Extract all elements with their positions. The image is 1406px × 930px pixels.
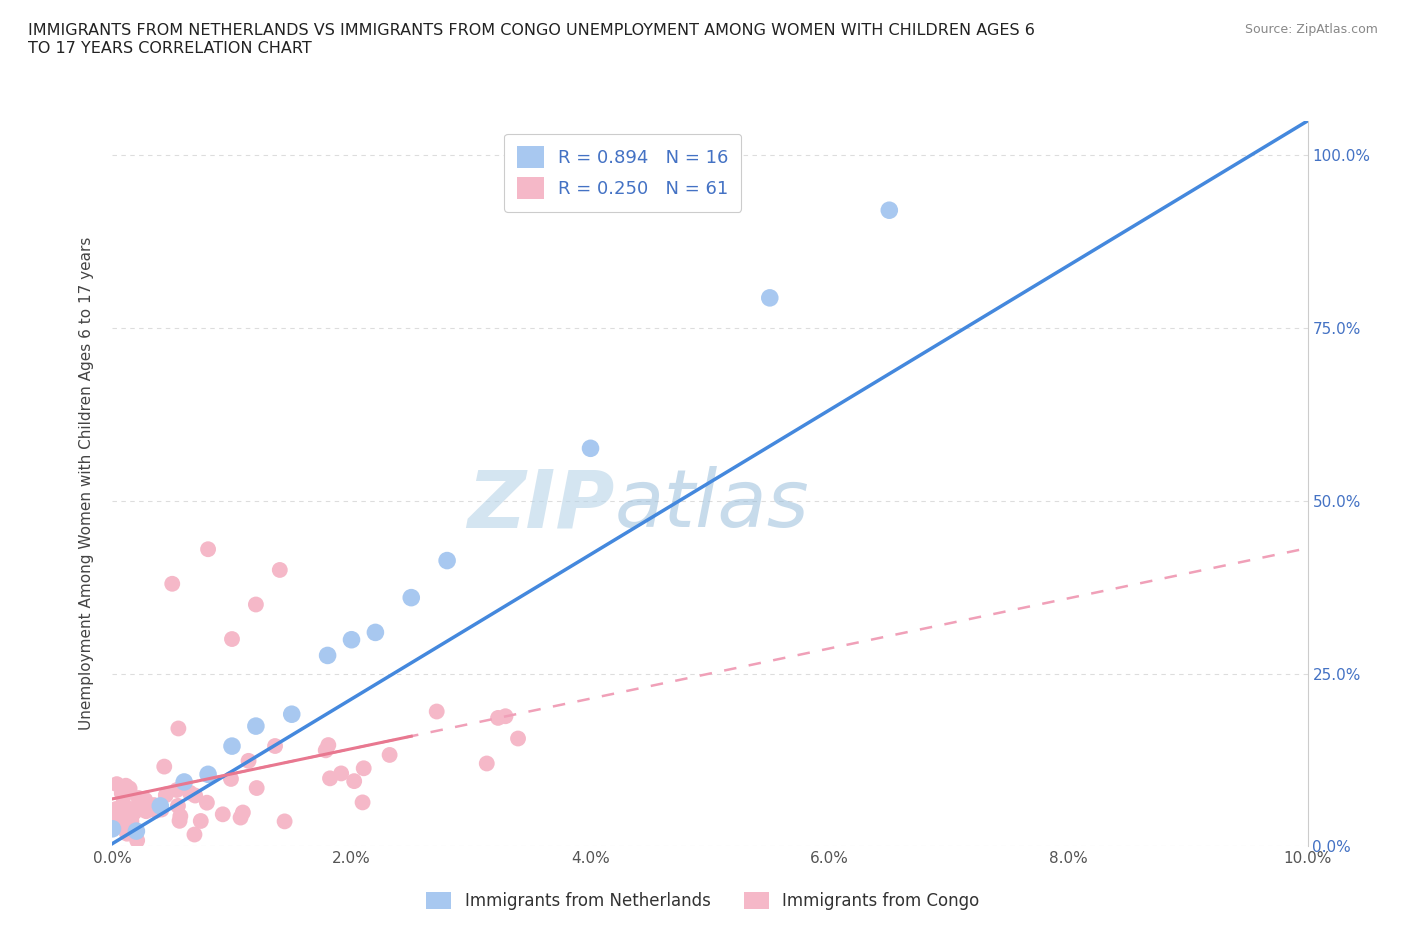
- Point: [245, 597, 267, 612]
- Text: IMMIGRANTS FROM NETHERLANDS VS IMMIGRANTS FROM CONGO UNEMPLOYMENT AMONG WOMEN WI: IMMIGRANTS FROM NETHERLANDS VS IMMIGRANT…: [28, 23, 1035, 56]
- Point: [353, 761, 375, 776]
- Point: [173, 775, 195, 790]
- Point: [142, 799, 165, 814]
- Point: [117, 785, 139, 800]
- Point: [149, 799, 172, 814]
- Point: [179, 785, 201, 800]
- Point: [343, 774, 366, 789]
- Point: [169, 814, 191, 829]
- Point: [506, 731, 529, 746]
- Point: [229, 810, 252, 825]
- Point: [162, 577, 183, 591]
- Point: [118, 781, 141, 796]
- Point: [128, 801, 150, 816]
- Point: [364, 625, 387, 640]
- Point: [135, 804, 157, 818]
- Point: [114, 816, 136, 830]
- Point: [155, 788, 177, 803]
- Point: [879, 203, 901, 218]
- Point: [115, 778, 138, 793]
- Point: [114, 804, 136, 819]
- Legend: Immigrants from Netherlands, Immigrants from Congo: Immigrants from Netherlands, Immigrants …: [420, 885, 986, 917]
- Point: [138, 802, 160, 817]
- Point: [195, 795, 218, 810]
- Point: [318, 737, 340, 752]
- Point: [221, 738, 243, 753]
- Point: [426, 704, 449, 719]
- Point: [143, 798, 166, 813]
- Point: [105, 817, 128, 832]
- Point: [273, 814, 295, 829]
- Point: [245, 719, 267, 734]
- Point: [221, 631, 243, 646]
- Point: [103, 808, 125, 823]
- Point: [145, 804, 167, 818]
- Point: [232, 805, 254, 820]
- Point: [153, 759, 176, 774]
- Point: [197, 542, 219, 557]
- Point: [238, 753, 260, 768]
- Point: [211, 807, 233, 822]
- Point: [315, 743, 337, 758]
- Text: Source: ZipAtlas.com: Source: ZipAtlas.com: [1244, 23, 1378, 36]
- Point: [166, 782, 188, 797]
- Point: [316, 648, 339, 663]
- Point: [122, 805, 145, 820]
- Point: [169, 809, 191, 824]
- Point: [319, 771, 342, 786]
- Point: [264, 738, 287, 753]
- Point: [150, 802, 173, 817]
- Point: [125, 824, 148, 839]
- Point: [105, 777, 128, 791]
- Point: [197, 767, 219, 782]
- Point: [115, 826, 138, 841]
- Point: [134, 792, 156, 807]
- Point: [281, 707, 304, 722]
- Point: [128, 790, 150, 805]
- Point: [579, 441, 602, 456]
- Point: [378, 748, 401, 763]
- Point: [340, 632, 363, 647]
- Y-axis label: Unemployment Among Women with Children Ages 6 to 17 years: Unemployment Among Women with Children A…: [79, 237, 94, 730]
- Point: [127, 799, 149, 814]
- Point: [127, 833, 149, 848]
- Point: [219, 772, 242, 787]
- Point: [436, 553, 458, 568]
- Text: atlas: atlas: [614, 466, 810, 544]
- Point: [101, 821, 124, 836]
- Point: [486, 711, 509, 725]
- Point: [104, 802, 127, 817]
- Point: [183, 827, 205, 842]
- Point: [475, 756, 498, 771]
- Point: [167, 721, 190, 736]
- Point: [115, 780, 138, 795]
- Point: [401, 591, 423, 605]
- Point: [495, 709, 517, 724]
- Point: [190, 814, 212, 829]
- Point: [120, 814, 142, 829]
- Point: [269, 563, 291, 578]
- Point: [184, 788, 207, 803]
- Point: [759, 290, 782, 305]
- Legend: R = 0.894   N = 16, R = 0.250   N = 61: R = 0.894 N = 16, R = 0.250 N = 61: [503, 134, 741, 212]
- Point: [246, 780, 269, 795]
- Point: [112, 796, 135, 811]
- Point: [167, 799, 190, 814]
- Point: [108, 803, 131, 817]
- Text: ZIP: ZIP: [467, 466, 614, 544]
- Point: [104, 816, 127, 830]
- Point: [330, 766, 353, 781]
- Point: [111, 786, 134, 801]
- Point: [352, 795, 374, 810]
